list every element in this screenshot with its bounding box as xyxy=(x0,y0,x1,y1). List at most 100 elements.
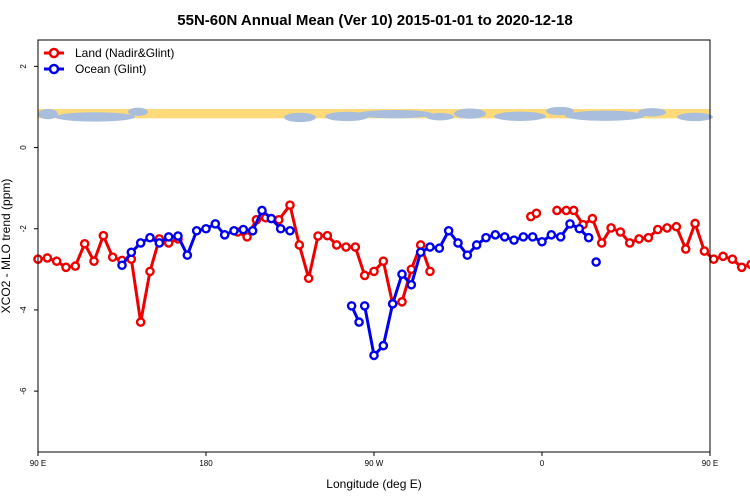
ocean-patch xyxy=(494,111,546,121)
land-point xyxy=(51,256,62,267)
land-point xyxy=(285,200,295,211)
ocean-point xyxy=(266,213,277,224)
land-point xyxy=(606,223,616,233)
land-point xyxy=(242,232,252,242)
ocean-point xyxy=(471,240,482,250)
land-point xyxy=(378,256,389,267)
y-tick-label: 0 xyxy=(19,145,28,150)
land-point xyxy=(98,230,109,241)
ocean-point xyxy=(546,230,557,240)
ocean-patch xyxy=(638,108,666,117)
ocean-patch xyxy=(677,112,713,122)
ocean-point xyxy=(275,223,286,234)
land-point xyxy=(397,297,407,307)
land-point xyxy=(135,317,146,327)
ocean-point xyxy=(555,232,566,242)
ocean-patch xyxy=(357,109,433,119)
x-tick-label: 90 E xyxy=(30,459,46,468)
chart-title: 55N-60N Annual Mean (Ver 10) 2015-01-01 … xyxy=(177,12,572,29)
land-point xyxy=(643,232,654,243)
land-point xyxy=(531,208,542,219)
land-point xyxy=(746,259,750,270)
ocean-point xyxy=(247,225,258,236)
land-point xyxy=(624,238,635,248)
ocean-patch xyxy=(426,112,454,121)
ocean-point xyxy=(191,225,202,236)
ocean-point xyxy=(453,238,463,248)
y-tick-label: 2 xyxy=(19,64,28,69)
x-axis: 90 E 180 90 W 0 90 E xyxy=(30,452,718,468)
land-point xyxy=(322,230,333,241)
land-point xyxy=(615,227,626,237)
ocean-patch xyxy=(546,106,574,116)
ocean-patch xyxy=(55,112,135,122)
land-point xyxy=(61,262,71,273)
ocean-point xyxy=(229,225,239,236)
land-point xyxy=(680,244,691,254)
ocean-point xyxy=(359,301,370,311)
ocean-point xyxy=(462,250,473,260)
land-point xyxy=(89,256,99,267)
ocean-patch xyxy=(128,107,148,117)
land-point xyxy=(699,246,710,256)
ocean-point xyxy=(387,299,398,309)
land-point xyxy=(79,238,90,249)
ocean-point xyxy=(219,230,230,240)
land-point xyxy=(369,266,379,277)
x-tick-label: 90 W xyxy=(365,459,384,468)
ocean-point xyxy=(378,340,389,351)
y-tick-label: -4 xyxy=(19,306,28,314)
ocean-point xyxy=(537,236,547,247)
x-tick-label: 90 E xyxy=(702,459,718,468)
land-point xyxy=(341,242,351,252)
land-point xyxy=(145,266,155,277)
ocean-point xyxy=(574,223,585,234)
land-point xyxy=(736,262,747,273)
x-tick-label: 180 xyxy=(199,459,213,468)
land-point xyxy=(107,252,118,262)
land-point xyxy=(561,205,572,216)
ocean-point xyxy=(583,232,594,243)
land-point xyxy=(359,270,370,281)
land-point xyxy=(294,240,305,250)
ocean-point xyxy=(527,232,538,242)
ocean-point xyxy=(565,219,575,229)
land-point xyxy=(303,273,314,284)
ocean-point xyxy=(443,225,454,236)
ocean-point xyxy=(425,242,435,252)
ocean-patch xyxy=(565,110,645,121)
land-point xyxy=(552,205,562,216)
ocean-point xyxy=(210,219,221,229)
legend-ocean-marker xyxy=(48,63,60,75)
legend: Land (Nadir&Glint) Ocean (Glint) xyxy=(44,46,174,76)
y-axis: 2 0 -2 -4 -6 xyxy=(19,64,38,395)
y-tick-label: -2 xyxy=(19,225,28,233)
ocean-point xyxy=(591,257,601,267)
ocean-point xyxy=(509,235,519,245)
land-point xyxy=(671,221,682,232)
ocean-point xyxy=(135,238,146,248)
ocean-point xyxy=(490,230,501,240)
land-point xyxy=(634,234,644,244)
legend-land-marker xyxy=(48,47,60,59)
ocean-point xyxy=(434,243,445,254)
ocean-point xyxy=(346,301,357,311)
land-point xyxy=(596,238,607,248)
land-point xyxy=(708,254,719,264)
ocean-point xyxy=(238,224,249,235)
ocean-point xyxy=(285,225,295,236)
ocean-point xyxy=(126,247,137,258)
series-layer xyxy=(33,200,750,361)
land-point xyxy=(350,242,361,252)
ocean-point xyxy=(406,279,417,290)
land-point xyxy=(652,224,663,235)
ocean-point xyxy=(415,247,426,258)
ocean-point xyxy=(201,223,211,234)
land-point xyxy=(425,266,435,277)
y-axis-label: XCO2 - MLO trend (ppm) xyxy=(0,179,13,314)
legend-land-label: Land (Nadir&Glint) xyxy=(75,46,174,60)
y-tick-label: -6 xyxy=(19,387,28,395)
land-point xyxy=(313,231,323,241)
land-point xyxy=(587,213,598,224)
